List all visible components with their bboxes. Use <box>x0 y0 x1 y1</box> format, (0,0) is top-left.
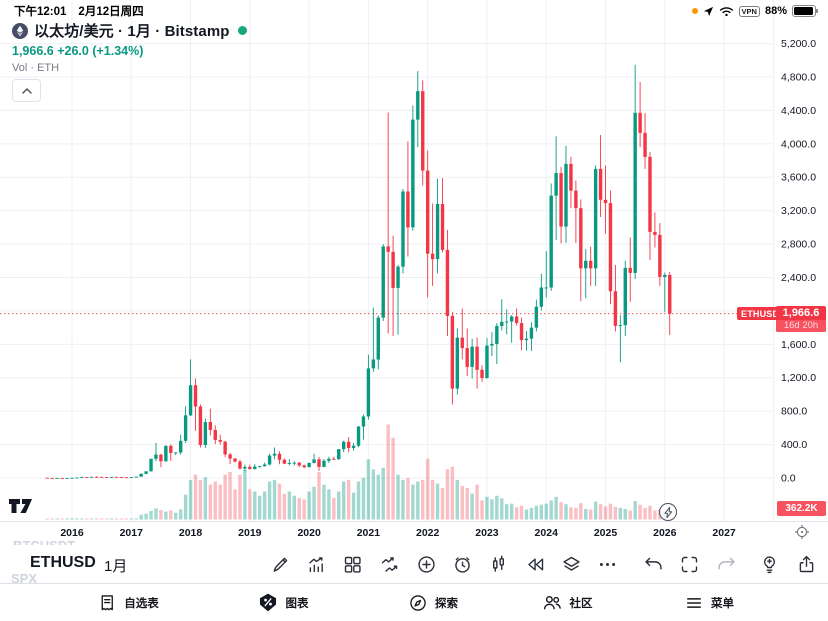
candles-icon[interactable] <box>487 553 509 575</box>
next-symbol-faint[interactable]: SPX <box>11 571 38 586</box>
chart-region[interactable]: 5,200.0 4,800.0 4,400.0 4,000.0 3,600.0 3,200… <box>0 0 828 545</box>
vpn-badge: VPN <box>738 5 760 17</box>
tab-label: 探索 <box>435 597 458 610</box>
svg-text:2024: 2024 <box>535 527 559 539</box>
price-row: 1,966.6 +26.0 (+1.34%) <box>12 44 247 58</box>
svg-text:5,200.0: 5,200.0 <box>781 38 816 50</box>
chart-icon <box>259 593 277 612</box>
layers-icon[interactable] <box>560 553 582 575</box>
community-icon <box>543 595 561 610</box>
time-axis-labels[interactable]: 2016 2017 2018 2019 2020 2021 2022 2023 2024 2025… <box>60 527 736 539</box>
svg-text:2025: 2025 <box>594 527 618 539</box>
volume-study-label[interactable]: Vol · ETH <box>12 62 60 74</box>
tab-watchlist[interactable]: 自选表 <box>97 584 159 621</box>
chart-legend: 以太坊/美元 · 1月 · Bitstamp 1,966.6 +26.0 (+1… <box>12 20 247 102</box>
menu-icon <box>687 597 701 608</box>
gridlines <box>0 0 828 522</box>
price-chart-svg[interactable]: 5,200.0 4,800.0 4,400.0 4,000.0 3,600.0 3,200… <box>0 0 828 545</box>
svg-text:400.0: 400.0 <box>781 439 807 451</box>
svg-text:2018: 2018 <box>179 527 203 539</box>
more-icon[interactable] <box>596 553 618 575</box>
last-price: 1,966.6 <box>12 44 54 58</box>
volume-series <box>45 424 672 520</box>
tab-label: 自选表 <box>124 597 159 610</box>
price-axis-labels[interactable]: 5,200.0 4,800.0 4,400.0 4,000.0 3,600.0 3,200… <box>781 38 816 484</box>
svg-text:4,400.0: 4,400.0 <box>781 105 816 117</box>
svg-text:2,800.0: 2,800.0 <box>781 239 816 251</box>
draw-icon[interactable] <box>269 553 291 575</box>
chevron-up-icon <box>21 87 32 94</box>
market-status-dot <box>237 26 247 35</box>
svg-text:2,400.0: 2,400.0 <box>781 272 816 284</box>
scale-reset-icon[interactable] <box>794 524 810 540</box>
svg-text:2026: 2026 <box>653 527 677 539</box>
svg-text:0.0: 0.0 <box>781 473 796 485</box>
svg-text:1,200.0: 1,200.0 <box>781 372 816 384</box>
explore-icon <box>410 594 426 611</box>
wifi-icon <box>719 6 734 17</box>
svg-text:1,600.0: 1,600.0 <box>781 339 816 351</box>
volume-value-tag: 362.2K <box>777 501 826 516</box>
battery-percent: 88% <box>764 5 787 17</box>
svg-text:2021: 2021 <box>357 527 381 539</box>
svg-text:2019: 2019 <box>238 527 262 539</box>
bottom-tab-bar: 自选表 图表 探索 社区 菜单 <box>0 583 828 621</box>
redo-icon[interactable] <box>715 553 737 575</box>
symbol-row[interactable]: 以太坊/美元 · 1月 · Bitstamp <box>12 20 247 41</box>
tab-chart[interactable]: 图表 <box>258 584 309 621</box>
svg-text:2017: 2017 <box>120 527 144 539</box>
bar-countdown: 16d 20h <box>776 320 826 332</box>
price-change: +26.0 <box>57 44 89 58</box>
compare-icon[interactable] <box>378 553 400 575</box>
tab-label: 菜单 <box>711 597 734 610</box>
lightning-buzz-button[interactable] <box>659 503 677 521</box>
tab-community[interactable]: 社区 <box>542 584 593 621</box>
alert-icon[interactable] <box>451 553 473 575</box>
svg-text:4,000.0: 4,000.0 <box>781 138 816 150</box>
price-line-symbol-label: ETHUSD <box>737 307 784 320</box>
legend-collapse-button[interactable] <box>12 79 41 102</box>
chart-toolbar: ETHUSD 1月 <box>0 545 828 583</box>
date: 2月12日周四 <box>78 6 144 18</box>
svg-text:2027: 2027 <box>712 527 736 539</box>
recording-indicator-dot <box>691 8 698 14</box>
tradingview-logo[interactable] <box>8 498 33 514</box>
symbol-title[interactable]: 以太坊/美元 · 1月 · Bitstamp <box>34 23 230 40</box>
lightning-icon <box>664 506 672 518</box>
location-arrow-icon <box>703 6 714 17</box>
tab-explore[interactable]: 探索 <box>408 584 458 621</box>
svg-text:2023: 2023 <box>475 527 499 539</box>
clock: 下午12:01 <box>14 6 67 18</box>
tab-label: 图表 <box>285 597 309 610</box>
indicators-icon[interactable] <box>305 553 327 575</box>
battery-icon <box>792 4 818 18</box>
svg-text:2022: 2022 <box>416 527 440 539</box>
tab-menu[interactable]: 菜单 <box>684 584 734 621</box>
last-price-tag: 1,966.6 16d 20h <box>776 306 826 332</box>
svg-text:2016: 2016 <box>60 527 84 539</box>
svg-text:4,800.0: 4,800.0 <box>781 71 816 83</box>
tab-label: 社区 <box>569 597 593 610</box>
symbol-button[interactable]: ETHUSD <box>30 554 96 571</box>
eth-logo-icon <box>12 22 28 39</box>
replay-icon[interactable] <box>524 553 546 575</box>
fullscreen-icon[interactable] <box>678 553 700 575</box>
layout-grid-icon[interactable] <box>341 553 363 575</box>
interval-button[interactable]: 1月 <box>104 558 128 575</box>
svg-text:3,600.0: 3,600.0 <box>781 172 816 184</box>
price-change-pct: (+1.34%) <box>92 44 144 58</box>
watchlist-icon <box>101 594 113 610</box>
undo-icon[interactable] <box>642 553 664 575</box>
svg-text:2020: 2020 <box>297 527 321 539</box>
add-icon[interactable] <box>415 553 437 575</box>
status-bar: 下午12:01 2月12日周四 VPN 88% <box>0 0 828 20</box>
svg-text:800.0: 800.0 <box>781 406 807 418</box>
candle-series <box>45 64 672 479</box>
share-icon[interactable] <box>795 553 817 575</box>
svg-text:3,200.0: 3,200.0 <box>781 205 816 217</box>
idea-icon[interactable] <box>758 553 780 575</box>
last-price-tag-value: 1,966.6 <box>782 307 820 319</box>
